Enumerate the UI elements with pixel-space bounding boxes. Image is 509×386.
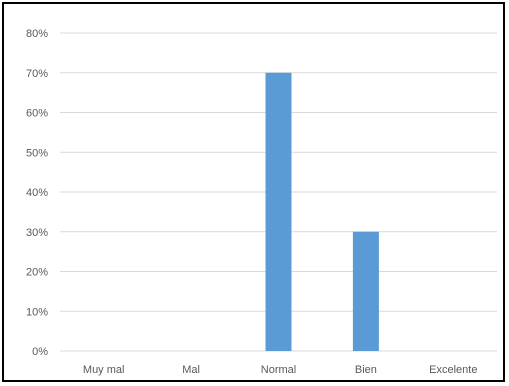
y-tick-label: 10% (26, 306, 48, 318)
y-tick-label: 70% (26, 68, 48, 80)
bars (265, 72, 379, 351)
x-tick-label: Muy mal (83, 364, 125, 376)
y-tick-label: 0% (32, 346, 48, 358)
y-tick-label: 20% (26, 267, 48, 279)
bar-bien (352, 231, 379, 351)
y-tick-label: 80% (26, 28, 48, 40)
x-tick-label: Mal (182, 364, 200, 376)
y-tick-label: 30% (26, 227, 48, 239)
y-tick-label: 40% (26, 187, 48, 199)
x-tick-label: Bien (355, 364, 377, 376)
x-tick-label: Normal (261, 364, 296, 376)
x-tick-label: Excelente (429, 364, 477, 376)
x-axis-tick-labels: Muy mal Mal Normal Bien Excelente (83, 364, 478, 376)
bar-normal (265, 72, 292, 351)
y-axis-tick-labels: 0% 10% 20% 30% 40% 50% 60% 70% 80% (26, 28, 48, 358)
y-tick-label: 50% (26, 147, 48, 159)
y-tick-label: 60% (26, 108, 48, 120)
